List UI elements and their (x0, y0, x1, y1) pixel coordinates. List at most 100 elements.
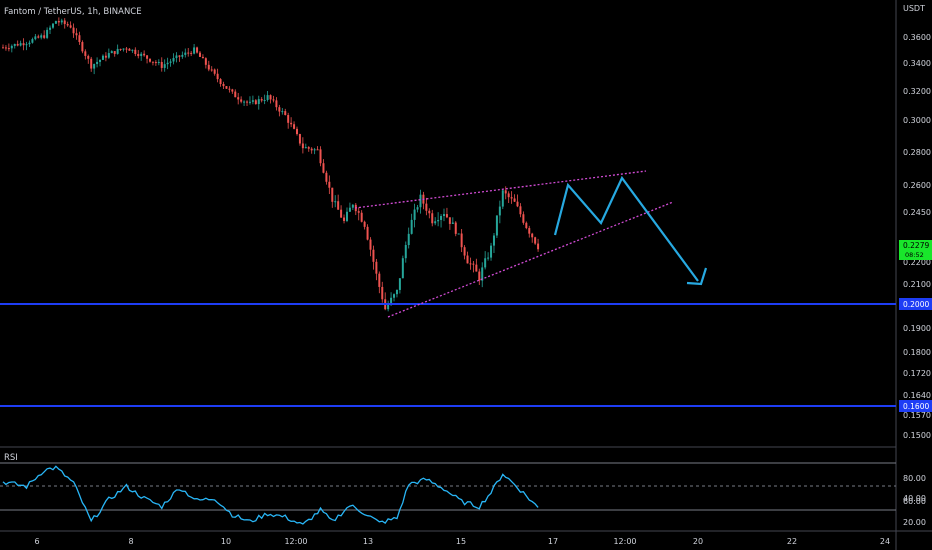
candle-body (190, 52, 193, 54)
candle-body (278, 107, 281, 112)
candle-body (222, 83, 225, 87)
candle-body (507, 193, 510, 198)
candle-body (216, 73, 219, 80)
candle-body (348, 207, 351, 212)
candle-body (178, 55, 181, 57)
candle-body (357, 211, 360, 213)
candle-body (254, 100, 257, 105)
candle-body (478, 271, 481, 281)
candle-body (49, 27, 52, 30)
wedge-lower-trendline[interactable] (387, 201, 674, 318)
candle-body (351, 204, 354, 208)
candle-body (460, 233, 463, 248)
candle-body (66, 24, 69, 26)
candle-body (93, 64, 96, 69)
candle-body (531, 233, 534, 238)
price-tick-label: 0.2450 (903, 208, 931, 217)
time-tick-label: 10 (221, 537, 231, 546)
candle-body (169, 61, 172, 63)
candle-body (163, 64, 166, 68)
candle-body (22, 43, 25, 46)
candle-body (398, 278, 401, 290)
candle-body (154, 62, 157, 64)
candle-body (175, 55, 178, 59)
candle-body (345, 211, 348, 221)
candle-body (296, 128, 298, 135)
projection-path[interactable] (553, 175, 699, 282)
wedge-upper-trendline[interactable] (354, 170, 647, 209)
candle-body (425, 203, 428, 211)
candle-body (43, 35, 46, 38)
candle-body (419, 194, 422, 208)
candle-body (454, 222, 457, 234)
projection-arrowhead-icon (686, 267, 708, 286)
candle-body (72, 27, 75, 34)
candle-body (78, 35, 81, 43)
price-tick-label: 0.1640 (903, 391, 931, 400)
candle-body (322, 163, 325, 173)
candle-body (366, 226, 369, 240)
candle-body (75, 33, 78, 36)
rsi-tick-40: 40.00 (903, 494, 926, 503)
price-tick-label: 0.2100 (903, 280, 931, 289)
candle-body (340, 209, 343, 218)
candle-body (519, 206, 522, 215)
candle-body (293, 124, 296, 129)
candle-body (272, 99, 275, 101)
candle-body (298, 134, 301, 144)
candle-body (431, 213, 434, 224)
candle-body (319, 149, 322, 164)
candle-body (525, 222, 528, 229)
candle-body (31, 39, 34, 43)
support-lower-value: 0.1600 (903, 402, 929, 411)
candle-body (313, 149, 316, 151)
candle-body (428, 210, 431, 214)
candle-body (316, 149, 319, 151)
candle-body (51, 23, 54, 28)
candle-body (501, 190, 504, 207)
candle-body (166, 62, 169, 65)
candle-body (448, 217, 451, 224)
price-tick-label: 0.2600 (903, 181, 931, 190)
candle-body (196, 47, 199, 53)
time-tick-label: 22 (787, 537, 797, 546)
candle-body (331, 187, 334, 202)
candle-body (372, 249, 375, 262)
candle-body (328, 181, 331, 188)
candle-body (57, 21, 60, 23)
candle-body (337, 201, 340, 210)
time-tick-label: 20 (693, 537, 703, 546)
time-tick-label: 13 (363, 537, 373, 546)
candle-body (187, 52, 190, 54)
candle-body (537, 243, 540, 250)
candle-countdown: 08:52 (905, 251, 924, 259)
candle-body (307, 147, 310, 149)
candle-body (290, 122, 293, 125)
candle-body (263, 99, 266, 101)
candle-body (516, 201, 519, 207)
candle-body (522, 214, 525, 223)
candle-body (113, 51, 116, 54)
candle-body (248, 101, 251, 103)
candle-body (310, 148, 313, 151)
candle-body (237, 97, 240, 100)
candle-body (301, 143, 304, 149)
candle-body (243, 101, 246, 103)
candle-body (469, 263, 472, 265)
candle-body (390, 297, 393, 305)
candle-body (125, 48, 128, 50)
candle-body (251, 100, 254, 102)
price-tick-label: 0.1570 (903, 411, 931, 420)
candle-body (281, 111, 284, 113)
candle-body (157, 61, 160, 63)
candle-body (513, 198, 516, 202)
price-tick-label: 0.1500 (903, 431, 931, 440)
candle-body (275, 100, 278, 108)
candle-body (228, 88, 231, 90)
candle-body (16, 43, 19, 46)
time-tick-label: 24 (880, 537, 890, 546)
candle-body (201, 56, 204, 59)
price-tick-label: 0.2200 (903, 258, 931, 267)
